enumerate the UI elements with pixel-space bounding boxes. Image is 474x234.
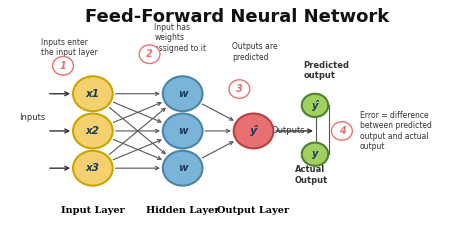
Text: Error = difference
between predicted
output and actual
output: Error = difference between predicted out… — [360, 111, 432, 151]
Text: Predicted
output: Predicted output — [303, 61, 349, 80]
Text: w: w — [178, 89, 187, 99]
Ellipse shape — [229, 80, 250, 98]
Ellipse shape — [163, 151, 202, 186]
Text: Inputs enter
the input layer: Inputs enter the input layer — [41, 37, 98, 57]
Text: ŷ: ŷ — [312, 100, 318, 111]
Ellipse shape — [163, 76, 202, 111]
Text: y: y — [312, 149, 318, 159]
Text: w: w — [178, 126, 187, 136]
Text: Feed-Forward Neural Network: Feed-Forward Neural Network — [85, 8, 389, 26]
Text: 1: 1 — [60, 61, 66, 71]
Text: Outputs are
predicted: Outputs are predicted — [232, 42, 278, 62]
Text: ŷ: ŷ — [250, 125, 257, 136]
Ellipse shape — [302, 143, 328, 166]
Text: w: w — [178, 163, 187, 173]
Ellipse shape — [73, 113, 113, 148]
Text: x1: x1 — [86, 89, 100, 99]
Text: x3: x3 — [86, 163, 100, 173]
Text: 4: 4 — [338, 126, 345, 136]
Ellipse shape — [139, 45, 160, 63]
Text: x2: x2 — [86, 126, 100, 136]
Ellipse shape — [73, 151, 113, 186]
Text: Output Layer: Output Layer — [218, 205, 290, 215]
Ellipse shape — [163, 113, 202, 148]
Text: Outputs: Outputs — [271, 126, 305, 135]
Text: Hidden Layer: Hidden Layer — [146, 205, 219, 215]
Ellipse shape — [331, 122, 352, 140]
Text: 3: 3 — [236, 84, 243, 94]
Text: Input has
weights
assigned to it: Input has weights assigned to it — [155, 23, 206, 53]
Ellipse shape — [234, 113, 273, 148]
Text: 2: 2 — [146, 49, 153, 59]
Ellipse shape — [302, 94, 328, 117]
Ellipse shape — [73, 76, 113, 111]
Text: Input Layer: Input Layer — [61, 205, 125, 215]
Text: Inputs: Inputs — [18, 113, 45, 121]
Ellipse shape — [53, 57, 73, 75]
Text: Actual
Output: Actual Output — [295, 165, 328, 185]
